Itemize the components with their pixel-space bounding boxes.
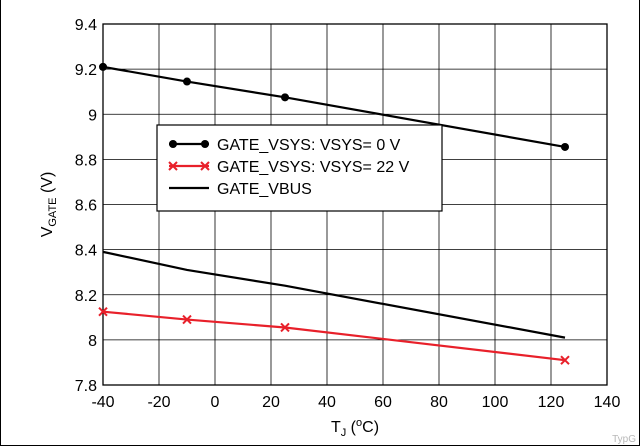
y-tick-label: 9.2 [75,62,97,79]
tick-labels: -40 -20 0 20 40 60 80 100 120 140 7.8 8 8.2 8.4 8.6 8.8… [75,17,621,411]
x-tick-label: 60 [374,394,392,411]
x-tick-label: -20 [147,394,170,411]
x-tick-label: 80 [430,394,448,411]
legend-label: GATE_VBUS [217,181,312,198]
legend-swatch-marker [200,161,210,171]
x-marker-stroke [200,161,210,171]
legend-label: GATE_VSYS: VSYS= 22 V [217,159,410,176]
legend-swatch-marker [168,161,178,171]
plot-area [102,23,608,386]
legend-item-3: GATE_VBUS [169,181,312,198]
series-3-line [102,250,566,339]
y-axis-title-unit: (V) [39,172,56,198]
y-axis-title: VGATE (V) [39,172,59,238]
x-axis-title-sup: o [356,417,362,429]
y-tick-label: 8.8 [75,152,97,169]
legend-swatch-marker [169,140,177,148]
x-axis-title-sub: J [341,427,347,439]
x-axis-title-open: ( [346,419,356,436]
x-axis-title-main: T [331,419,341,436]
series-2-point [182,314,192,325]
x-tick-label: 40 [318,394,336,411]
y-tick-label: 8.4 [75,243,97,260]
series-1-line [102,65,566,149]
series-1-point [281,93,289,102]
series-2 [98,306,570,365]
series-2-point [98,306,108,317]
legend-label: GATE_VSYS: VSYS= 0 V [217,137,401,154]
series-2-line [102,310,566,362]
y-axis-title-main: V [39,226,56,237]
series-3 [102,250,566,339]
x-tick-label: -40 [91,394,114,411]
x-tick-label: 0 [211,394,220,411]
y-tick-label: 9 [88,107,97,124]
series-1-point [183,77,191,86]
y-tick-label: 8.2 [75,288,97,305]
legend-box [156,124,443,212]
x-tick-label: 100 [482,394,509,411]
series-2-point [280,322,290,333]
legend-swatch-marker [201,140,209,148]
series-2-point [560,355,570,365]
x-marker-stroke [560,355,570,365]
x-tick-label: 20 [262,394,280,411]
series-1-point [561,142,569,151]
x-marker-stroke [182,314,192,325]
x-axis-title-close: C) [362,419,379,436]
y-tick-label: 8 [88,333,97,350]
y-tick-label: 8.6 [75,198,97,215]
y-tick-label: 7.8 [75,378,97,395]
x-axis-title: TJ (oC) [331,417,379,439]
series-1-point [99,62,107,71]
series-1 [99,62,569,151]
x-tick-label: 120 [538,394,565,411]
x-marker-stroke [280,322,290,333]
x-tick-label: 140 [594,394,621,411]
legend-item-2: GATE_VSYS: VSYS= 22 V [168,159,410,176]
y-tick-label: 9.4 [75,17,97,34]
x-marker-stroke [168,161,178,171]
x-marker-stroke [98,306,108,317]
legend-item-1: GATE_VSYS: VSYS= 0 V [169,137,401,154]
series-group [98,62,570,365]
watermark-text: TypG [612,434,636,445]
y-axis-title-sub: GATE [47,197,59,226]
legend: GATE_VSYS: VSYS= 0 V GATE_VSYS: VSYS= 22 … [156,124,443,212]
